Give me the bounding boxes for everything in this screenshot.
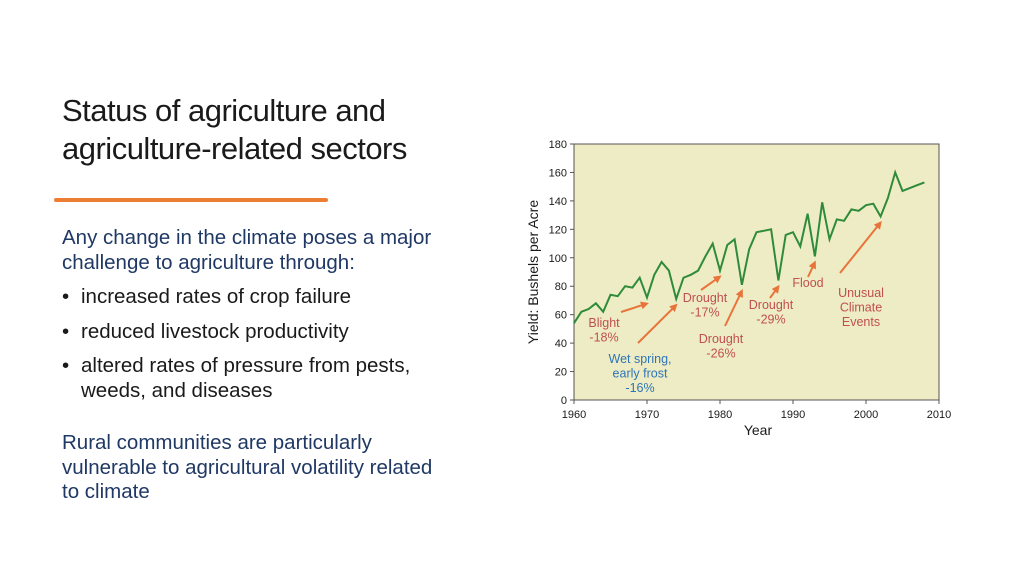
slide-title: Status of agriculture and agriculture-re…: [62, 92, 482, 168]
title-underline: [54, 198, 328, 202]
annotation-arrow: [769, 284, 780, 299]
annotation-arrow: [724, 288, 743, 327]
x-tick-label: 1960: [562, 409, 586, 421]
annotation-arrow: [807, 260, 816, 278]
y-tick-label: 0: [561, 395, 567, 407]
y-tick-label: 100: [549, 253, 567, 265]
annotation-label: Drought -26%: [699, 332, 744, 361]
annotation-label: Drought -17%: [683, 291, 728, 320]
annotation-label: Wet spring, early frost -16%: [609, 352, 672, 395]
bullet-item-livestock: reduced livestock productivity: [62, 320, 442, 345]
y-tick-label: 60: [555, 310, 567, 322]
slide-body: Any change in the climate poses a major …: [62, 226, 442, 505]
yield-series-line: [573, 169, 925, 324]
y-tick-label: 80: [555, 281, 567, 293]
y-tick-label: 40: [555, 338, 567, 350]
annotation-arrow: [839, 220, 882, 274]
intro-text: Any change in the climate poses a major …: [62, 226, 432, 274]
bullet-item-crop-failure: increased rates of crop failure: [62, 285, 442, 310]
x-tick-label: 1990: [781, 409, 805, 421]
x-tick-label: 2010: [927, 409, 951, 421]
x-tick-label: 2000: [854, 409, 878, 421]
y-axis-ticks: 0 20 40 60 80 100 120 140 160 180: [549, 139, 574, 407]
x-tick-label: 1970: [635, 409, 659, 421]
y-tick-label: 140: [549, 196, 567, 208]
plot-area: [573, 143, 940, 401]
annotation-label: Flood: [792, 276, 823, 290]
corn-yield-chart: 0 20 40 60 80 100 120 140 160 180 1960 1970 1980 199…: [525, 139, 951, 438]
annotation-arrow: [637, 303, 678, 344]
annotation-label: Drought -29%: [749, 298, 794, 327]
x-tick-label: 1980: [708, 409, 732, 421]
annotation-label: Unusual Climate Events: [838, 286, 884, 329]
slide-title-line-2: agriculture-related sectors: [62, 131, 407, 166]
slide-title-line-1: Status of agriculture and: [62, 93, 386, 128]
bullet-item-pests: altered rates of pressure from pests, we…: [62, 354, 442, 403]
y-tick-label: 120: [549, 224, 567, 236]
annotation-label: Blight -18%: [588, 316, 620, 345]
annotation-arrow: [700, 275, 722, 291]
climate-event-annotations: Blight -18% Wet spring, early frost -16% Drou…: [588, 220, 884, 395]
closing-text: Rural communities are particularly vulne…: [62, 431, 433, 503]
x-axis-ticks: 1960 1970 1980 1990 2000 2010: [562, 400, 951, 421]
y-tick-label: 20: [555, 367, 567, 379]
annotation-arrow: [620, 301, 649, 313]
y-tick-label: 180: [549, 139, 567, 151]
y-axis-label: Yield: Bushels per Acre: [525, 200, 541, 344]
bullet-list: increased rates of crop failure reduced …: [62, 285, 442, 403]
x-axis-label: Year: [744, 422, 773, 438]
y-tick-label: 160: [549, 167, 567, 179]
